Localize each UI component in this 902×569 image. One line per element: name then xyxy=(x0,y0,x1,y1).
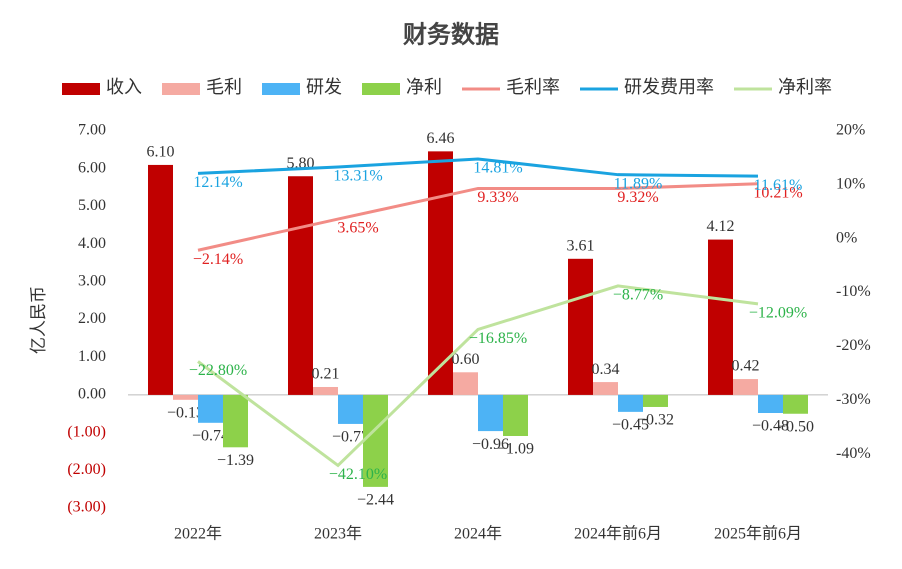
y-tick-label: 0.00 xyxy=(78,386,106,403)
y2-tick-label: -20% xyxy=(836,337,871,354)
x-tick-label: 2022年 xyxy=(174,525,222,543)
data-label: 4.12 xyxy=(707,218,735,235)
data-label: 10.21% xyxy=(753,184,802,201)
data-label: −0.96 xyxy=(472,436,509,453)
bar xyxy=(478,394,503,432)
data-label: −0.77 xyxy=(332,429,369,446)
bar xyxy=(288,176,313,395)
x-tick-label: 2023年 xyxy=(314,525,362,543)
data-label: −16.85% xyxy=(469,330,527,347)
bar xyxy=(198,394,223,423)
data-label: −12.09% xyxy=(749,304,807,321)
data-label: 9.32% xyxy=(617,189,658,206)
data-label: −22.80% xyxy=(189,362,247,379)
data-label: 6.46 xyxy=(427,130,455,147)
bar xyxy=(618,394,643,412)
bar xyxy=(428,151,453,395)
data-label: −0.74 xyxy=(192,427,229,444)
data-label: 0.60 xyxy=(452,351,480,368)
data-label: −0.45 xyxy=(612,417,649,434)
data-label: 0.21 xyxy=(312,366,340,383)
data-label: 9.33% xyxy=(477,189,518,206)
y2-tick-label: 20% xyxy=(836,122,865,139)
bar xyxy=(503,394,528,436)
bar xyxy=(708,239,733,395)
bar xyxy=(223,394,248,448)
chart-title: 财务数据 xyxy=(403,21,499,49)
x-tick-label: 2024年 xyxy=(454,525,502,543)
data-label: 6.10 xyxy=(147,144,175,161)
legend-swatch xyxy=(362,83,400,95)
y-tick-label: 7.00 xyxy=(78,122,106,139)
bar xyxy=(783,394,808,414)
data-label: 3.65% xyxy=(337,220,378,237)
y2-tick-label: -40% xyxy=(836,445,871,462)
x-tick-label: 2024年前6月 xyxy=(574,525,662,543)
data-label: 14.81% xyxy=(473,160,522,177)
data-label: −0.48 xyxy=(752,418,789,435)
y-tick-label: (2.00) xyxy=(67,461,106,478)
legend-label: 毛利率 xyxy=(506,77,560,97)
legend-label: 收入 xyxy=(106,77,142,97)
line xyxy=(197,284,759,468)
y-tick-label: (3.00) xyxy=(67,499,106,516)
y2-tick-label: 0% xyxy=(836,229,857,246)
data-label: −0.50 xyxy=(777,418,814,435)
data-label: 13.31% xyxy=(333,168,382,185)
data-label: 3.61 xyxy=(567,237,595,254)
y-tick-label: 6.00 xyxy=(78,159,106,176)
data-label: −2.44 xyxy=(357,492,394,509)
legend-label: 毛利 xyxy=(206,77,242,97)
y2-tick-label: -10% xyxy=(836,283,871,300)
y-tick-label: 3.00 xyxy=(78,272,106,289)
bar xyxy=(593,382,618,395)
legend-swatch xyxy=(262,83,300,95)
legend-label: 研发 xyxy=(306,77,342,97)
y-tick-label: 5.00 xyxy=(78,197,106,214)
bar xyxy=(173,394,198,400)
y2-tick-label: 10% xyxy=(836,176,865,193)
bar xyxy=(643,394,668,407)
legend-swatch xyxy=(162,83,200,95)
data-label: −1.09 xyxy=(497,441,534,458)
data-label: 11.89% xyxy=(614,175,663,192)
bar xyxy=(733,379,758,395)
y2-tick-label: -30% xyxy=(836,391,871,408)
bar xyxy=(313,386,338,395)
bar xyxy=(363,394,388,487)
data-label: −2.14% xyxy=(193,251,243,268)
data-label: −0.13 xyxy=(167,404,204,421)
line xyxy=(197,157,759,178)
data-label: −1.39 xyxy=(217,452,254,469)
data-label: −0.32 xyxy=(637,412,674,429)
bar xyxy=(148,164,173,395)
y-tick-label: 4.00 xyxy=(78,235,106,252)
bar xyxy=(338,394,363,424)
data-label: 11.61% xyxy=(754,177,803,194)
data-label: −8.77% xyxy=(613,287,663,304)
data-label: −42.10% xyxy=(329,466,387,483)
legend-label: 净利 xyxy=(406,77,442,97)
legend-swatch xyxy=(62,83,100,95)
data-label: 12.14% xyxy=(193,174,242,191)
legend-label: 净利率 xyxy=(778,77,832,97)
data-label: 0.42 xyxy=(732,358,760,375)
y-axis-label: 亿人民币 xyxy=(29,286,48,354)
line xyxy=(197,182,759,252)
y-tick-label: 2.00 xyxy=(78,310,106,327)
bar xyxy=(453,372,478,395)
y-tick-label: (1.00) xyxy=(67,423,106,440)
bar xyxy=(758,394,783,413)
y-tick-label: 1.00 xyxy=(78,348,106,365)
legend-label: 研发费用率 xyxy=(624,77,714,97)
x-tick-label: 2025年前6月 xyxy=(714,525,802,543)
data-label: 0.34 xyxy=(592,361,620,378)
bar xyxy=(568,258,593,395)
